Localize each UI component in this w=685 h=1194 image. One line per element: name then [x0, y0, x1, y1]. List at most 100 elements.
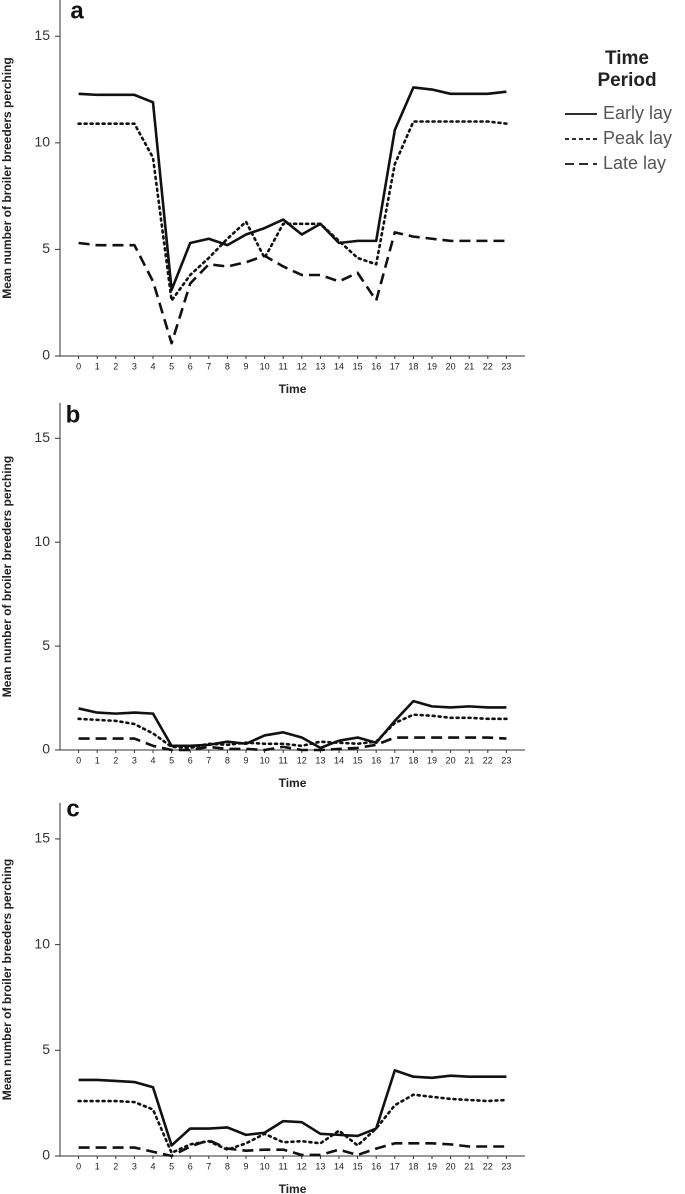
- x-tick-label: 1: [95, 755, 100, 765]
- x-tick-label: 20: [446, 755, 456, 765]
- x-tick-label: 4: [150, 1161, 155, 1171]
- y-tick-label: 10: [34, 134, 50, 150]
- y-tick-label: 15: [34, 429, 50, 445]
- x-tick-label: 14: [334, 361, 344, 371]
- panel-label: b: [66, 401, 81, 428]
- legend-title: Time Period: [597, 48, 657, 91]
- x-tick-label: 19: [427, 755, 437, 765]
- y-tick-label: 0: [42, 741, 50, 757]
- series-line: [77, 120, 508, 302]
- series-line: [78, 736, 507, 752]
- x-tick-label: 0: [76, 755, 81, 765]
- y-tick-label: 5: [42, 240, 50, 256]
- x-tick-label: 11: [279, 1161, 288, 1171]
- x-tick-label: 1: [95, 361, 100, 371]
- x-tick-label: 20: [446, 1161, 456, 1171]
- x-tick-label: 16: [371, 755, 381, 765]
- x-tick-label: 0: [76, 361, 81, 371]
- x-tick-label: 1: [95, 1161, 100, 1171]
- x-tick-label: 2: [113, 1161, 118, 1171]
- x-tick-label: 10: [260, 1161, 270, 1171]
- x-tick-label: 9: [243, 361, 248, 371]
- x-tick-label: 4: [150, 361, 155, 371]
- x-tick-label: 12: [297, 1161, 307, 1171]
- x-tick-label: 6: [188, 755, 193, 765]
- x-tick-label: 14: [334, 755, 344, 765]
- x-tick-label: 2: [113, 361, 118, 371]
- x-tick-label: 6: [188, 361, 193, 371]
- x-tick-label: 23: [501, 1161, 511, 1171]
- y-tick-label: 15: [34, 830, 50, 846]
- y-tick-label: 5: [42, 1041, 50, 1057]
- legend-label: Early lay: [603, 103, 672, 123]
- x-tick-label: 22: [483, 361, 493, 371]
- x-tick-label: 13: [315, 361, 325, 371]
- x-tick-label: 19: [427, 1161, 437, 1171]
- x-tick-label: 18: [408, 1161, 418, 1171]
- x-axis-label: Time: [279, 776, 307, 790]
- x-tick-label: 8: [225, 755, 230, 765]
- x-tick-label: 13: [315, 1161, 325, 1171]
- x-tick-label: 5: [169, 361, 174, 371]
- x-tick-label: 21: [464, 361, 474, 371]
- series-line: [78, 699, 507, 750]
- x-tick-label: 15: [353, 361, 363, 371]
- x-tick-label: 16: [371, 1161, 381, 1171]
- y-tick-label: 5: [42, 637, 50, 653]
- y-tick-label: 0: [42, 1147, 50, 1163]
- x-tick-label: 16: [371, 361, 381, 371]
- x-tick-label: 23: [501, 755, 511, 765]
- x-tick-label: 23: [501, 361, 511, 371]
- x-tick-label: 9: [243, 1161, 248, 1171]
- x-tick-label: 7: [206, 755, 211, 765]
- x-tick-label: 3: [132, 1161, 137, 1171]
- panel-label: a: [70, 0, 84, 24]
- x-axis-label: Time: [279, 1182, 307, 1194]
- series-line: [78, 231, 507, 345]
- x-tick-label: 2: [113, 755, 118, 765]
- x-tick-label: 12: [297, 361, 307, 371]
- x-tick-label: 4: [150, 755, 155, 765]
- x-tick-label: 22: [483, 1161, 493, 1171]
- y-tick-label: 10: [34, 935, 50, 951]
- x-tick-label: 18: [408, 361, 418, 371]
- x-tick-label: 17: [390, 361, 400, 371]
- x-tick-label: 8: [225, 361, 230, 371]
- x-tick-label: 3: [132, 755, 137, 765]
- x-tick-label: 7: [206, 1161, 211, 1171]
- x-tick-label: 10: [260, 361, 270, 371]
- x-tick-label: 18: [408, 755, 418, 765]
- x-tick-label: 15: [353, 1161, 363, 1171]
- x-tick-label: 11: [279, 361, 288, 371]
- legend-label: Late lay: [603, 153, 666, 173]
- series-line: [77, 1093, 508, 1155]
- y-axis-label: Mean number of broiler breeders perching: [0, 859, 14, 1100]
- y-tick-label: 10: [34, 533, 50, 549]
- x-tick-label: 15: [353, 755, 363, 765]
- x-tick-label: 5: [169, 755, 174, 765]
- x-tick-label: 17: [390, 1161, 400, 1171]
- x-tick-label: 10: [260, 755, 270, 765]
- x-tick-label: 8: [225, 1161, 230, 1171]
- x-tick-label: 22: [483, 755, 493, 765]
- x-tick-label: 14: [334, 1161, 344, 1171]
- series-line: [78, 1069, 507, 1147]
- x-tick-label: 17: [390, 755, 400, 765]
- y-tick-label: 15: [34, 27, 50, 43]
- y-tick-label: 0: [42, 347, 50, 363]
- x-tick-label: 0: [76, 1161, 81, 1171]
- legend-label: Peak lay: [603, 128, 672, 148]
- x-tick-label: 12: [297, 755, 307, 765]
- x-tick-label: 7: [206, 361, 211, 371]
- series-line: [78, 86, 507, 292]
- x-tick-label: 19: [427, 361, 437, 371]
- x-tick-label: 20: [446, 361, 456, 371]
- x-tick-label: 5: [169, 1161, 174, 1171]
- x-tick-label: 6: [188, 1161, 193, 1171]
- series-line: [77, 713, 508, 750]
- x-tick-label: 11: [279, 755, 288, 765]
- x-tick-label: 9: [243, 755, 248, 765]
- x-tick-label: 3: [132, 361, 137, 371]
